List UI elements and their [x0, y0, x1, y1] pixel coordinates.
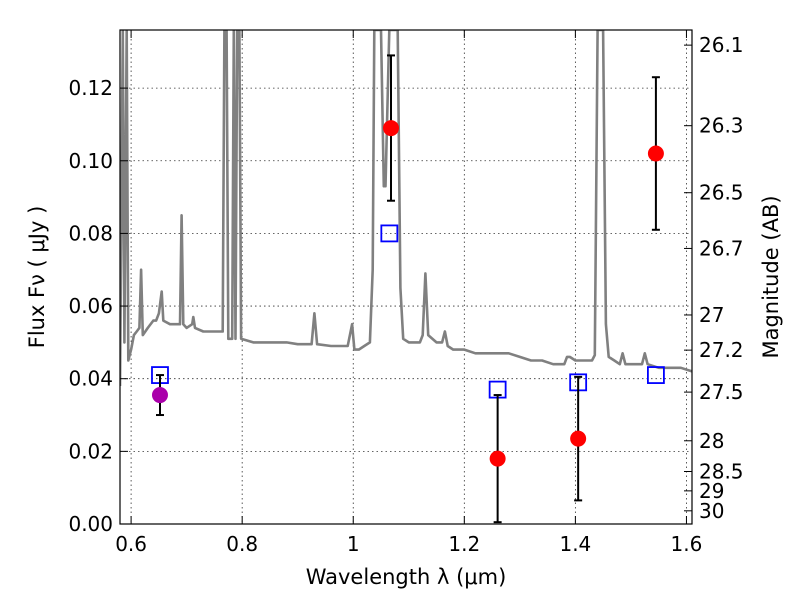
- x-tick-label: 0.6: [115, 532, 147, 556]
- plot-frame: [119, 29, 693, 525]
- x-tick-label: 1.2: [448, 532, 480, 556]
- x-tick-label: 0.8: [226, 532, 258, 556]
- photometry-point: [489, 450, 506, 467]
- y2-tick-label: 28: [699, 429, 724, 453]
- spectrum-line: [120, 30, 692, 387]
- x-axis-label: Wavelength λ (μm): [306, 565, 507, 589]
- photometry-point: [570, 430, 587, 447]
- photometry-point: [151, 387, 168, 404]
- y2-axis-label: Magnitude (AB): [759, 195, 783, 358]
- data-layer: [120, 30, 692, 524]
- ticks: 0.6 0.8 1 1.2 1.4 1.6 0.00 0.02 0.04 0.06 0.08 0.10…: [68, 30, 744, 556]
- y2-tick-label: 26.1: [699, 33, 744, 57]
- y2-tick-label: 30: [699, 499, 724, 523]
- y-axis-label: Flux Fν ( μJy ): [25, 206, 49, 349]
- y-tick-label: 0.10: [68, 149, 113, 173]
- photometry-point: [647, 145, 664, 162]
- y-tick-label: 0.04: [68, 367, 113, 391]
- y2-tick-label: 26.3: [699, 114, 744, 138]
- y2-tick-label: 27.2: [699, 338, 744, 362]
- photometry-point: [383, 120, 400, 137]
- y-tick-label: 0.08: [68, 221, 113, 245]
- y2-tick-label: 28.5: [699, 459, 744, 483]
- y-tick-label: 0.12: [68, 76, 113, 100]
- y2-tick-label: 26.7: [699, 236, 744, 260]
- model-square-marker: [647, 366, 665, 384]
- model-square-marker: [380, 224, 399, 243]
- y-tick-label: 0.02: [68, 439, 113, 463]
- y2-tick-label: 29: [699, 479, 724, 503]
- x-tick-label: 1.6: [671, 532, 703, 556]
- x-tick-label: 1.4: [559, 532, 591, 556]
- y2-tick-label: 27.5: [699, 380, 744, 404]
- x-tick-label: 1: [347, 532, 360, 556]
- y-tick-label: 0.00: [68, 512, 113, 536]
- y-tick-label: 0.06: [68, 294, 113, 318]
- y2-tick-label: 26.5: [699, 181, 744, 205]
- y2-tick-label: 27: [699, 303, 724, 327]
